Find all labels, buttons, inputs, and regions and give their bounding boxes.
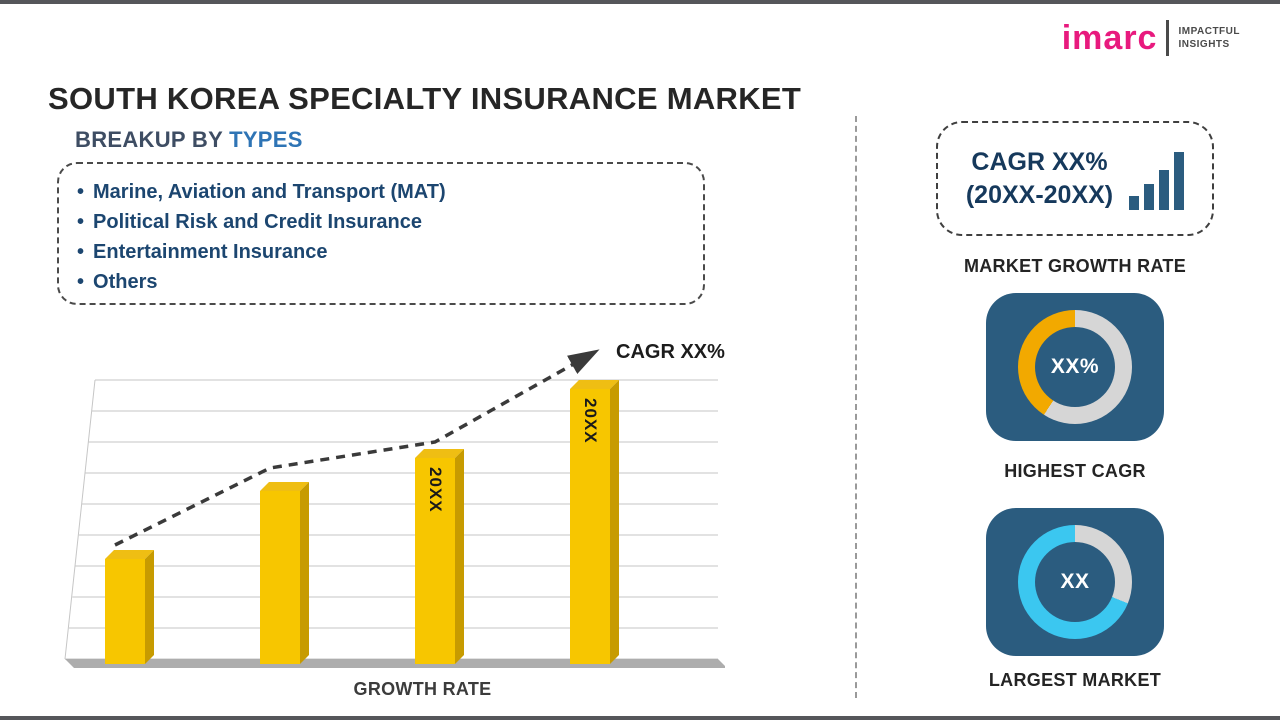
cagr-card: CAGR XX% (20XX-20XX) <box>936 121 1214 236</box>
largest-market-donut-chart: XX <box>1018 525 1132 639</box>
highest-cagr-value: XX% <box>1035 327 1115 407</box>
breakup-heading: BREAKUP BY TYPES <box>75 127 303 153</box>
highest-cagr-donut-chart: XX% <box>1018 310 1132 424</box>
largest-market-label: LARGEST MARKET <box>988 670 1162 690</box>
highest-cagr-label: HIGHEST CAGR <box>1004 461 1146 481</box>
bottom-border <box>0 716 1280 720</box>
bar-value-label: 20XX <box>426 467 445 513</box>
types-list-box: Marine, Aviation and Transport (MAT) Pol… <box>57 162 705 305</box>
list-item: Political Risk and Credit Insurance <box>77 207 685 237</box>
largest-market-card: XX <box>986 508 1164 656</box>
highest-cagr-card: XX% <box>986 293 1164 441</box>
trend-cagr-label: CAGR XX% <box>616 341 725 363</box>
vertical-divider <box>855 116 857 698</box>
largest-market-value: XX <box>1035 542 1115 622</box>
growth-rate-bar-chart: 20XX 20XX <box>60 349 725 675</box>
logo-tagline-line2: INSIGHTS <box>1178 39 1230 50</box>
chart-bar-4: 20XX <box>570 389 610 664</box>
logo-tagline: IMPACTFUL INSIGHTS <box>1178 25 1240 51</box>
logo-brand-text: imarc <box>1061 19 1158 57</box>
list-item: Marine, Aviation and Transport (MAT) <box>77 177 685 207</box>
chart-bar-3: 20XX <box>415 458 455 664</box>
logo-tagline-line1: IMPACTFUL <box>1178 26 1240 37</box>
bar-value-label: 20XX <box>581 398 600 444</box>
list-item: Others <box>77 267 685 297</box>
chart-bar-2 <box>260 491 300 664</box>
growth-bars-icon <box>1129 148 1185 210</box>
list-item: Entertainment Insurance <box>77 237 685 267</box>
types-list: Marine, Aviation and Transport (MAT) Pol… <box>77 177 685 297</box>
breakup-heading-highlight: TYPES <box>229 127 303 152</box>
breakup-heading-prefix: BREAKUP BY <box>75 127 223 152</box>
top-border <box>0 0 1280 4</box>
cagr-card-text: CAGR XX% (20XX-20XX) <box>966 146 1113 211</box>
chart-gridlines <box>64 379 725 668</box>
cagr-card-line2: (20XX-20XX) <box>965 180 1114 209</box>
market-growth-rate-label: MARKET GROWTH RATE <box>963 256 1187 276</box>
imarc-logo: imarc IMPACTFUL INSIGHTS <box>1062 20 1240 56</box>
page-title: SOUTH KOREA SPECIALTY INSURANCE MARKET <box>48 80 802 116</box>
cagr-card-line1: CAGR XX% <box>971 148 1108 176</box>
chart-x-axis-label: GROWTH RATE <box>353 679 492 699</box>
logo-separator <box>1166 20 1170 56</box>
chart-bar-1 <box>105 559 145 664</box>
